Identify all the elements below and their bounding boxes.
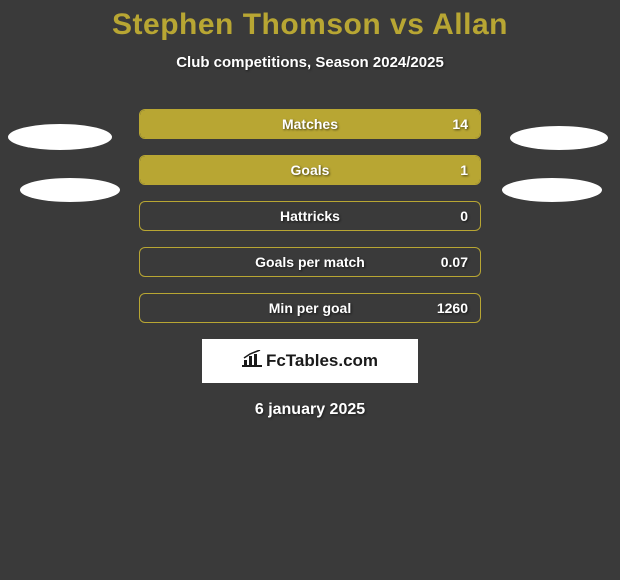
bar-label: Matches [282,116,338,132]
date-label: 6 january 2025 [0,401,620,419]
bar-value: 14 [452,116,468,132]
player-left-marker-1 [8,124,112,150]
bar-goals: Goals 1 [139,155,481,185]
bar-label: Min per goal [269,300,351,316]
logo-box: FcTables.com [202,339,418,383]
bar-value: 0 [460,208,468,224]
bar-label: Goals per match [255,254,365,270]
bar-hattricks: Hattricks 0 [139,201,481,231]
logo: FcTables.com [242,350,378,373]
stat-bars: Matches 14 Goals 1 Hattricks 0 Goals per… [139,109,481,323]
bar-label: Goals [291,162,330,178]
logo-text: FcTables.com [266,351,378,371]
main-container: Stephen Thomson vs Allan Club competitio… [0,0,620,419]
bar-value: 1 [460,162,468,178]
player-left-marker-2 [20,178,120,202]
chart-icon [242,350,262,373]
bar-value: 0.07 [441,254,468,270]
page-title: Stephen Thomson vs Allan [0,8,620,42]
bar-goals-per-match: Goals per match 0.07 [139,247,481,277]
bar-label: Hattricks [280,208,340,224]
subtitle: Club competitions, Season 2024/2025 [0,54,620,71]
bar-min-per-goal: Min per goal 1260 [139,293,481,323]
player-right-marker-1 [510,126,608,150]
bar-matches: Matches 14 [139,109,481,139]
bar-value: 1260 [437,300,468,316]
player-right-marker-2 [502,178,602,202]
